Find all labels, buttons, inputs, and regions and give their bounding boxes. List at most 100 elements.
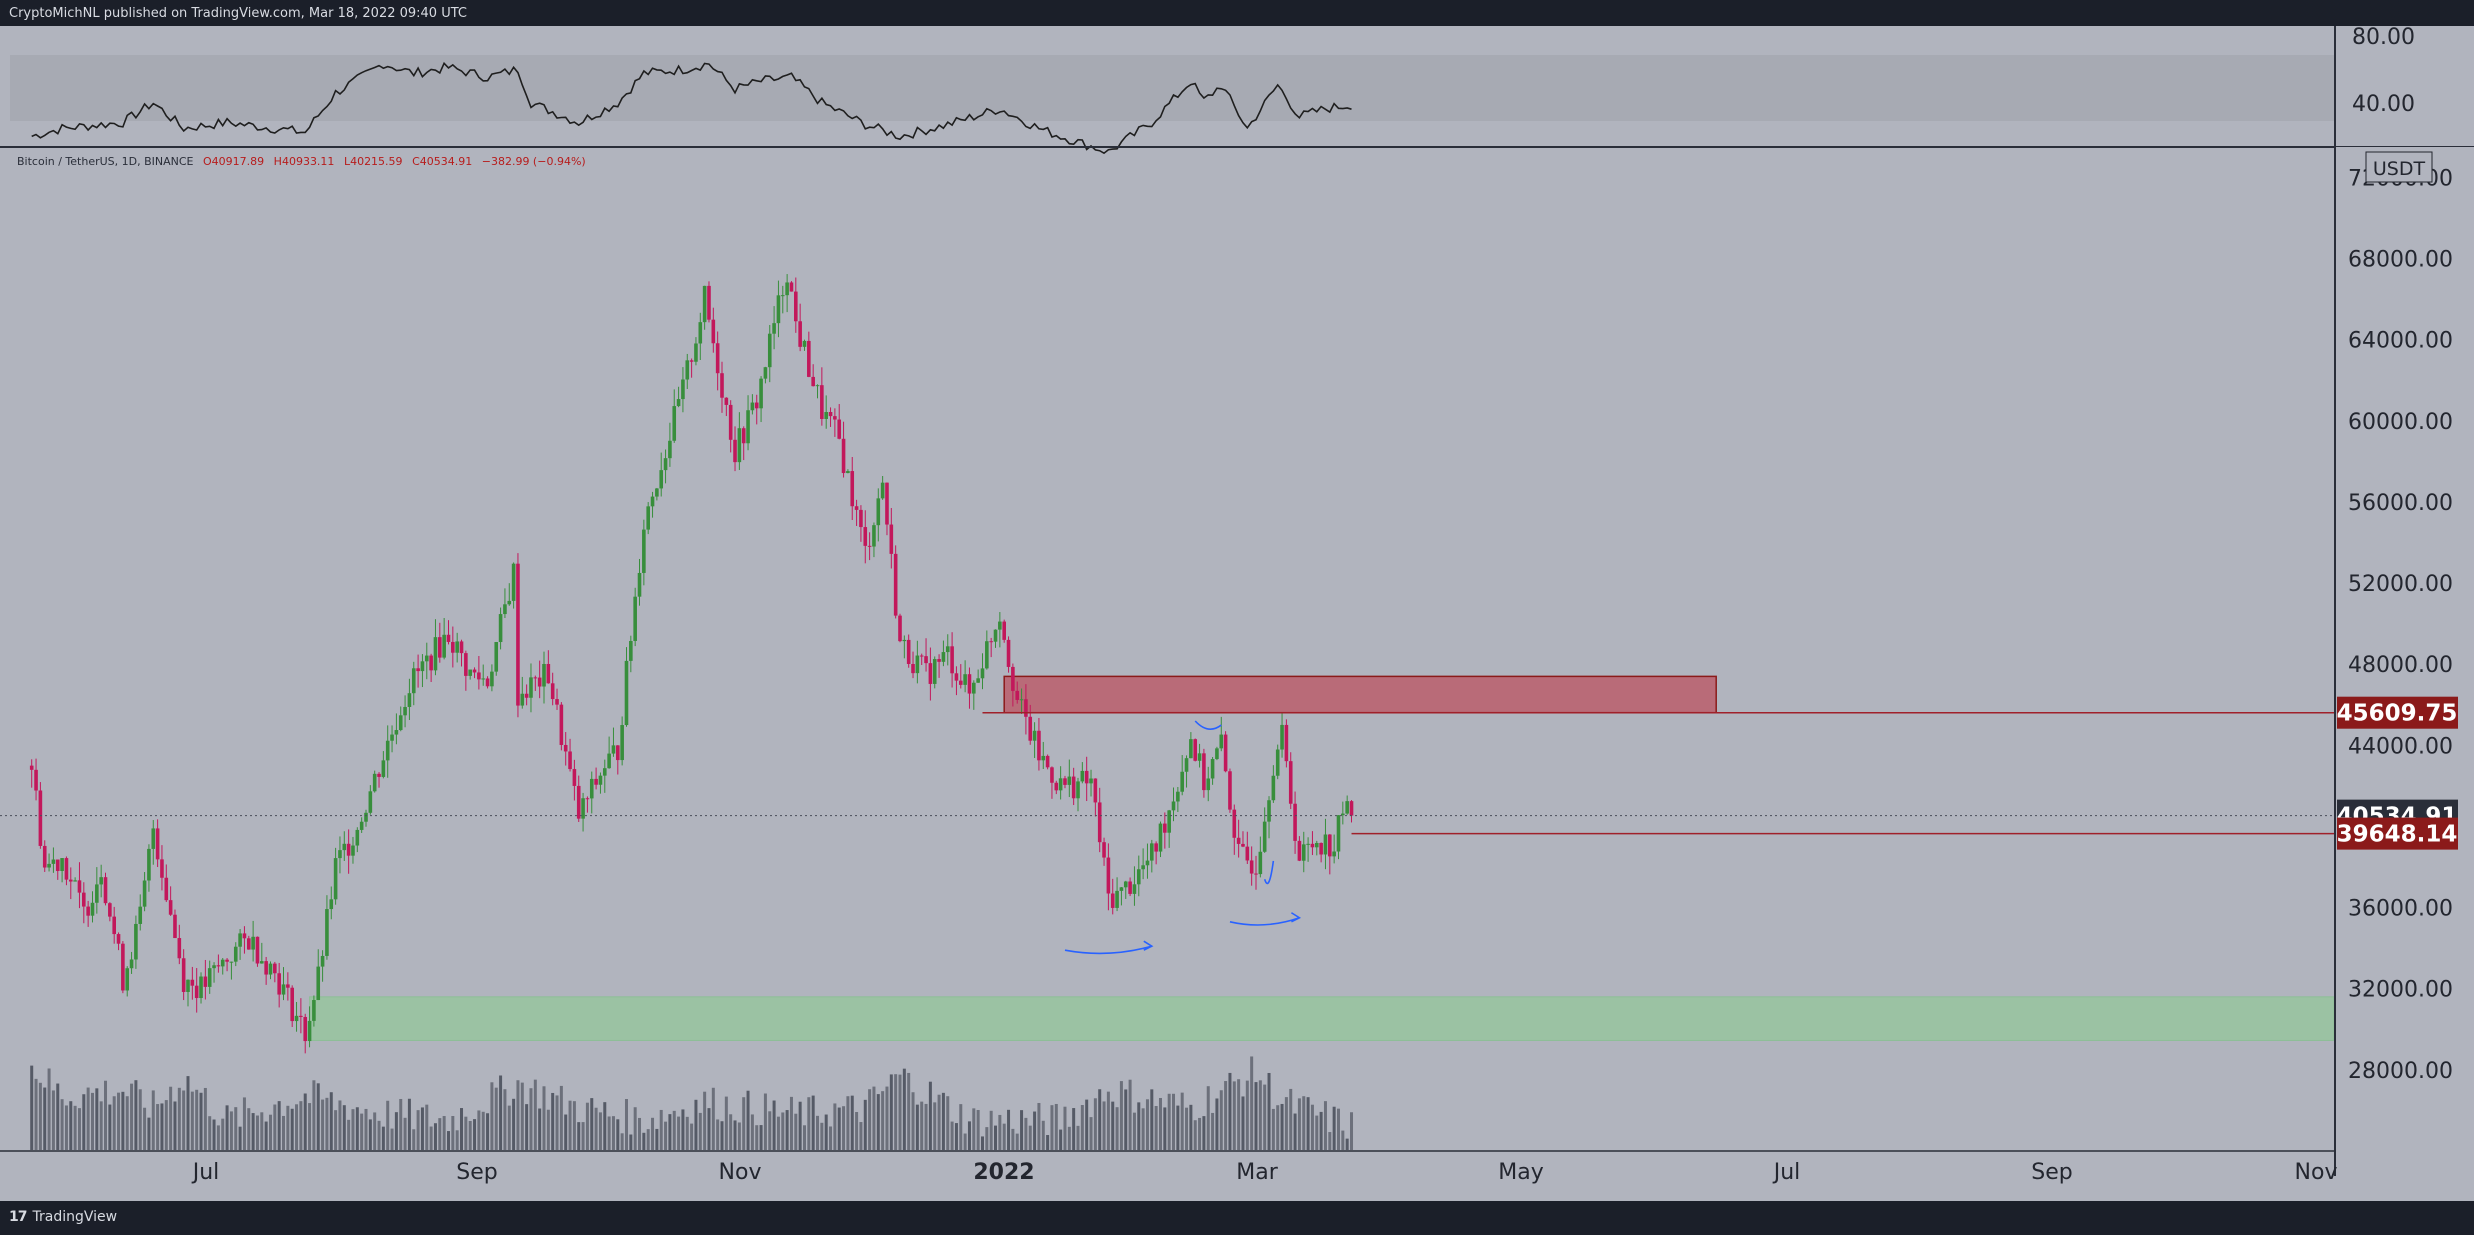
- volume-bar: [464, 1116, 468, 1150]
- volume-bar: [481, 1111, 485, 1150]
- candle: [976, 669, 980, 683]
- price-chart[interactable]: 80.00 40.00 Bitcoin / TetherUS, 1D, BINA…: [0, 26, 2474, 1201]
- candle: [728, 400, 733, 453]
- candle: [780, 285, 785, 314]
- candle: [134, 915, 138, 969]
- volume-bar: [568, 1100, 572, 1150]
- annotation-arrow[interactable]: [1229, 916, 1300, 926]
- volume-bar: [750, 1114, 754, 1150]
- volume-bar: [564, 1114, 568, 1150]
- volume-bar: [542, 1086, 546, 1150]
- candle: [451, 626, 455, 668]
- candle: [863, 510, 868, 564]
- volume-bar: [1276, 1105, 1280, 1150]
- candle: [785, 274, 789, 313]
- volume-bar: [364, 1108, 368, 1150]
- candle: [1084, 756, 1089, 802]
- volume-bar: [703, 1091, 707, 1150]
- candle: [1171, 787, 1176, 822]
- candle: [1115, 877, 1119, 912]
- volume-bar: [164, 1100, 168, 1150]
- volume-bar: [707, 1108, 711, 1150]
- candle: [911, 651, 915, 679]
- candle: [1310, 831, 1315, 856]
- volume-bar: [177, 1087, 181, 1150]
- volume-bar: [1336, 1108, 1340, 1150]
- volume-bar: [664, 1121, 668, 1150]
- candle: [533, 675, 538, 691]
- volume-bar: [781, 1112, 785, 1150]
- candle: [194, 968, 199, 1013]
- annotation-hook[interactable]: [1194, 720, 1222, 730]
- volume-bar: [446, 1131, 450, 1150]
- candle: [611, 727, 616, 757]
- candle: [477, 656, 481, 690]
- volume-bar: [677, 1116, 681, 1150]
- volume-bar: [516, 1080, 520, 1150]
- volume-bar: [308, 1103, 312, 1150]
- resistance-zone[interactable]: [1003, 675, 1717, 714]
- volume-bar: [1284, 1097, 1288, 1150]
- volume-bar: [60, 1099, 64, 1150]
- volume-bars: [30, 1056, 1354, 1150]
- candle: [893, 545, 898, 619]
- price-tick-5: 52000.00: [2348, 572, 2453, 597]
- volume-bar: [360, 1113, 364, 1150]
- annotation-hook[interactable]: [1263, 860, 1275, 885]
- volume-bar: [980, 1136, 984, 1150]
- candle: [746, 395, 750, 451]
- volume-bar: [433, 1123, 437, 1150]
- hand-drawn-annotations[interactable]: [1064, 720, 1302, 955]
- candle: [581, 792, 585, 832]
- candle: [390, 725, 394, 753]
- candle: [1041, 741, 1046, 769]
- price-tick-8: 36000.00: [2348, 897, 2453, 922]
- currency-badge[interactable]: [2365, 151, 2433, 183]
- candle: [715, 331, 720, 391]
- price-tick-7: 44000.00: [2348, 734, 2453, 759]
- volume-bar: [121, 1091, 125, 1150]
- volume-bar: [90, 1092, 94, 1150]
- candle: [594, 767, 598, 790]
- volume-bar: [282, 1115, 286, 1150]
- volume-bar: [325, 1097, 329, 1150]
- candle: [229, 961, 234, 980]
- candle: [429, 653, 433, 683]
- volume-bar: [846, 1096, 850, 1150]
- candle: [828, 407, 833, 427]
- volume-bar: [268, 1114, 272, 1150]
- candle: [741, 426, 746, 461]
- candle: [485, 676, 490, 689]
- candle: [233, 942, 238, 967]
- support-zone[interactable]: [309, 996, 2335, 1041]
- ohlc-low: L40215.59: [344, 155, 403, 168]
- volume-bar: [182, 1090, 186, 1150]
- tradingview-logo[interactable]: 17 TradingView: [9, 1209, 117, 1225]
- candle: [129, 951, 134, 974]
- price-tick-9: 32000.00: [2348, 978, 2453, 1003]
- volume-bar: [138, 1089, 142, 1150]
- volume-bar: [928, 1081, 932, 1150]
- volume-bar: [690, 1123, 694, 1150]
- volume-bar: [82, 1094, 86, 1150]
- candle: [1097, 787, 1102, 853]
- candle: [498, 607, 503, 650]
- rsi-band: [10, 55, 2334, 121]
- volume-bar: [881, 1091, 885, 1150]
- volume-bar: [859, 1122, 863, 1150]
- volume-bar: [824, 1114, 828, 1150]
- volume-bar: [512, 1098, 516, 1150]
- candle: [142, 872, 147, 912]
- time-tick-jul: Jul: [191, 1160, 220, 1185]
- volume-bar: [720, 1121, 724, 1150]
- volume-bar: [247, 1108, 251, 1150]
- volume-bar: [1028, 1125, 1032, 1150]
- annotation-arrow[interactable]: [1064, 945, 1153, 955]
- volume-bar: [855, 1112, 859, 1150]
- volume-bar: [47, 1068, 51, 1150]
- candle: [1332, 834, 1336, 864]
- volume-bar: [108, 1104, 112, 1150]
- time-tick-sep-2022: Sep: [2031, 1160, 2072, 1185]
- candle: [108, 902, 112, 922]
- publisher-bar: CryptoMichNL published on TradingView.co…: [0, 0, 2474, 26]
